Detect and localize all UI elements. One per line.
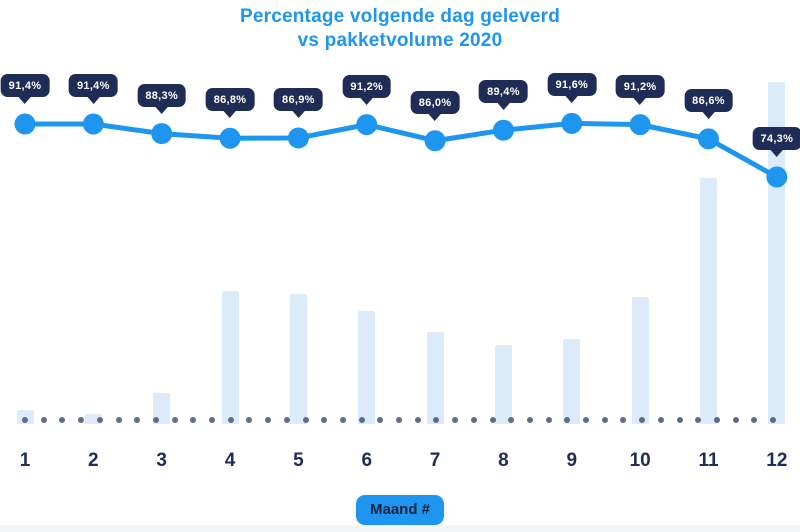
baseline-dot (489, 416, 496, 423)
baseline-dot (302, 416, 309, 423)
baseline-dot (40, 416, 47, 423)
x-tick-label-7: 7 (429, 450, 441, 471)
data-label-badge-month-1: 91,4% (0, 74, 50, 97)
data-label-badge-month-9: 91,6% (547, 73, 597, 97)
baseline-dot (377, 416, 384, 423)
baseline-dot (115, 416, 122, 423)
x-tick-label-12: 12 (766, 450, 788, 471)
baseline-dot (339, 416, 346, 423)
baseline-dot (171, 416, 178, 423)
baseline-dot (227, 416, 234, 423)
data-point-marker-month-9 (561, 112, 583, 134)
data-point-marker-month-7 (424, 130, 446, 152)
x-axis-label-badge: Maand # (355, 495, 445, 525)
volume-bar-month-11 (700, 177, 717, 424)
baseline-dot (601, 416, 608, 423)
baseline-dot (96, 416, 103, 423)
x-tick-label-8: 8 (498, 450, 509, 471)
baseline-dot (676, 416, 683, 423)
data-point-marker-month-4 (219, 127, 241, 149)
volume-bar-month-6 (358, 311, 376, 424)
data-point-marker-month-1 (14, 113, 36, 135)
baseline-dot (695, 416, 702, 423)
data-label-badge-month-6: 91,2% (342, 74, 392, 98)
baseline-dot (59, 416, 66, 423)
volume-bar-month-10 (631, 297, 649, 424)
baseline-dot (470, 416, 477, 423)
baseline-dot (190, 416, 197, 423)
data-point-marker-month-6 (356, 114, 378, 136)
data-point-marker-month-5 (287, 127, 309, 149)
baseline-dot (396, 416, 402, 423)
baseline-dot (152, 416, 159, 423)
volume-bar-month-8 (494, 345, 512, 424)
data-label-badge-month-12: 74,3% (752, 127, 800, 150)
volume-bar-month-2 (84, 413, 102, 424)
line-path (22, 120, 780, 180)
data-label-badge-month-5: 86,9% (274, 87, 323, 111)
baseline-dot (751, 416, 758, 423)
x-tick-label-5: 5 (293, 450, 304, 471)
baseline-dot (321, 416, 328, 423)
x-tick-label-4: 4 (224, 450, 236, 471)
chart-title-line1: Percentage volgende dag geleverd (239, 6, 560, 27)
data-point-marker-month-3 (151, 123, 173, 145)
baseline-dot (770, 416, 776, 423)
baseline-dot (583, 416, 589, 423)
baseline-dot (713, 416, 720, 423)
volume-bar-month-3 (153, 393, 171, 424)
baseline-dot (134, 416, 141, 423)
chart-title-line2: vs pakketvolume 2020 (297, 30, 503, 51)
data-label-badge-month-8: 89,4% (479, 80, 528, 104)
baseline-dot (246, 416, 253, 423)
baseline-dot (358, 416, 365, 423)
data-label-badge-month-4: 86,8% (205, 88, 255, 112)
volume-bar-month-9 (563, 338, 581, 424)
data-point-marker-month-10 (629, 114, 651, 136)
x-tick-label-9: 9 (566, 450, 578, 471)
x-tick-label-11: 11 (698, 450, 719, 471)
baseline-dot (545, 416, 552, 423)
baseline-dot (209, 416, 215, 423)
baseline-dot (265, 416, 272, 423)
x-tick-label-6: 6 (361, 450, 373, 471)
volume-bar-month-4 (221, 290, 239, 424)
x-tick-label-2: 2 (88, 450, 99, 471)
volume-bar-month-7 (426, 331, 444, 424)
baseline-dot (639, 416, 646, 423)
baseline-dot (22, 416, 28, 423)
data-label-badge-month-7: 86,0% (410, 90, 460, 114)
data-label-badge-month-11: 86,6% (684, 88, 733, 112)
x-tick-label-1: 1 (19, 450, 31, 471)
baseline-dot (433, 416, 440, 423)
baseline-dot (508, 416, 515, 423)
chart-title: Percentage volgende dag geleverd vs pakk… (0, 5, 800, 53)
x-tick-label-10: 10 (629, 450, 651, 471)
data-point-marker-month-8 (492, 119, 514, 141)
baseline-dot (564, 416, 571, 423)
baseline-dot (620, 416, 627, 423)
x-tick-label-3: 3 (156, 450, 167, 471)
data-point-marker-month-11 (698, 128, 719, 150)
data-point-marker-month-12 (766, 166, 788, 188)
page-bottom-edge (0, 525, 800, 532)
baseline-dot (78, 416, 85, 423)
data-label-badge-month-3: 88,3% (137, 83, 187, 107)
volume-bar-month-5 (289, 294, 307, 424)
baseline-dot (732, 416, 739, 423)
baseline-dot (283, 416, 290, 423)
baseline-dot (452, 416, 459, 423)
data-label-badge-month-2: 91,4% (68, 74, 118, 97)
x-axis-label: Maand # (369, 501, 431, 518)
data-label-badge-month-10: 91,2% (615, 74, 665, 98)
baseline-dot (526, 416, 533, 423)
data-point-marker-month-2 (82, 113, 104, 135)
baseline-dot (657, 416, 664, 423)
baseline-dot (414, 416, 421, 423)
